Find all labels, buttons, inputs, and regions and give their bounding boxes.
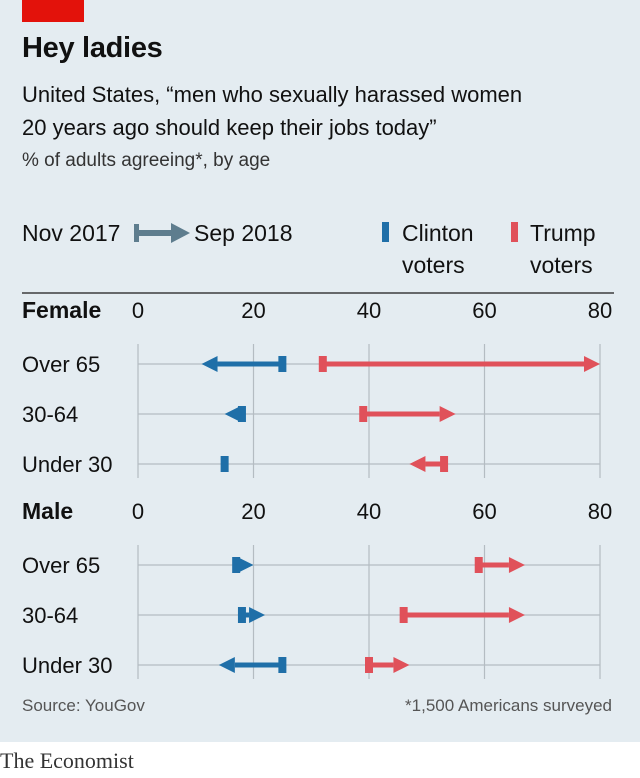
x-tick-label-male-40: 40 bbox=[357, 499, 381, 524]
x-tick-label-male-60: 60 bbox=[472, 499, 496, 524]
legend-from-label: Nov 2017 bbox=[22, 220, 120, 246]
chart-card: Hey ladies United States, “men who sexua… bbox=[0, 0, 640, 742]
clinton-female-over-65-arrowhead bbox=[201, 356, 218, 372]
clinton-male-30-64-arrowhead bbox=[249, 607, 266, 623]
legend-clinton-label-2: voters bbox=[402, 252, 465, 278]
publisher-logo: The Economist bbox=[0, 748, 134, 773]
arrow-chart: Nov 2017 Sep 2018 Clinton voters Trump v… bbox=[22, 220, 614, 679]
trump-female-30-64-arrowhead bbox=[439, 406, 456, 422]
clinton-female-30-64-arrowhead bbox=[224, 406, 241, 422]
clinton-female-under-30-start-tick bbox=[220, 456, 229, 472]
trump-male-over-65-arrowhead bbox=[508, 557, 525, 573]
chart-subtitle: United States, “men who sexually harasse… bbox=[22, 78, 622, 144]
x-tick-label-male-0: 0 bbox=[132, 499, 144, 524]
row-label-female-over-65: Over 65 bbox=[22, 352, 100, 377]
legend-trump-label-2: voters bbox=[530, 252, 593, 278]
legend-clinton-swatch bbox=[382, 222, 389, 242]
row-label-male-under-30: Under 30 bbox=[22, 653, 113, 678]
chart-note: % of adults agreeing*, by age bbox=[22, 150, 271, 171]
x-tick-label-female-0: 0 bbox=[132, 298, 144, 323]
legend: Nov 2017 Sep 2018 Clinton voters Trump v… bbox=[22, 220, 596, 278]
row-label-male-30-64: 30-64 bbox=[22, 603, 78, 628]
chart-title: Hey ladies bbox=[22, 32, 163, 64]
panel-title-female: Female bbox=[22, 297, 101, 323]
brand-red-tag bbox=[22, 0, 84, 22]
clinton-male-under-30-arrowhead bbox=[218, 657, 235, 673]
legend-trump-swatch bbox=[511, 222, 518, 242]
trump-male-under-30-arrowhead bbox=[393, 657, 410, 673]
legend-clinton-label-1: Clinton bbox=[402, 220, 474, 246]
panel-title-male: Male bbox=[22, 498, 73, 524]
legend-arrow-icon bbox=[134, 223, 190, 243]
legend-trump-label-1: Trump bbox=[530, 220, 596, 246]
x-tick-label-female-80: 80 bbox=[588, 298, 612, 323]
subtitle-line-1: United States, “men who sexually harasse… bbox=[22, 82, 523, 107]
footnote: *1,500 Americans surveyed bbox=[405, 696, 612, 715]
row-label-male-over-65: Over 65 bbox=[22, 553, 100, 578]
x-tick-label-female-20: 20 bbox=[241, 298, 265, 323]
legend-to-label: Sep 2018 bbox=[194, 220, 292, 246]
clinton-male-over-65-arrowhead bbox=[237, 557, 254, 573]
x-tick-label-male-20: 20 bbox=[241, 499, 265, 524]
subtitle-line-2: 20 years ago should keep their jobs toda… bbox=[22, 115, 437, 140]
x-tick-label-female-40: 40 bbox=[357, 298, 381, 323]
row-label-female-under-30: Under 30 bbox=[22, 452, 113, 477]
row-label-female-30-64: 30-64 bbox=[22, 402, 78, 427]
chart-panels: Female 0 20 40 60 80 Over 65 30-64 Under 30 Male 0… bbox=[22, 297, 612, 679]
x-tick-label-male-80: 80 bbox=[588, 499, 612, 524]
trump-female-over-65-arrowhead bbox=[584, 356, 600, 372]
trump-female-under-30-arrowhead bbox=[409, 456, 426, 472]
source-note: Source: YouGov bbox=[22, 696, 145, 715]
x-tick-label-female-60: 60 bbox=[472, 298, 496, 323]
trump-male-30-64-arrowhead bbox=[508, 607, 525, 623]
